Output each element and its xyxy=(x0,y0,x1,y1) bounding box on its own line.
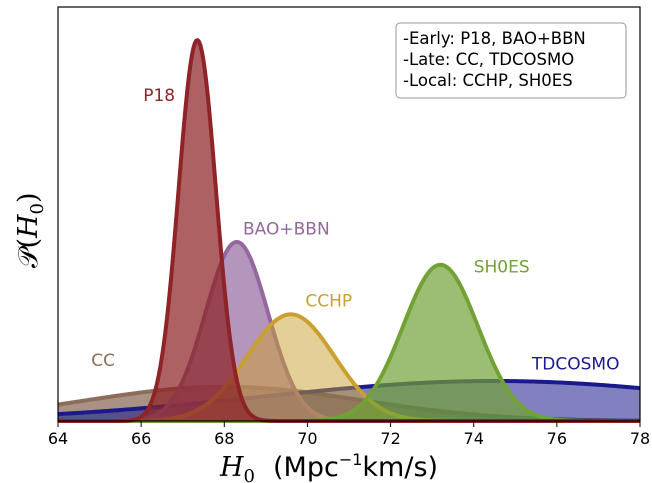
y-axis-variable: H xyxy=(13,214,44,239)
x-tick-label-78: 78 xyxy=(630,429,650,448)
legend-line-late: -Late: CC, TDCOSMO xyxy=(403,50,574,69)
x-tick-label-64: 64 xyxy=(48,429,68,448)
legend-line-early: -Early: P18, BAO+BBN xyxy=(403,29,586,48)
curve-label-cchp: CCHP xyxy=(305,292,352,312)
x-axis-units-prefix: (Mpc xyxy=(273,452,339,483)
curve-label-cc: CC xyxy=(91,351,115,371)
plot-frame xyxy=(57,6,641,422)
legend-frame xyxy=(395,22,627,99)
y-axis-subscript: 0 xyxy=(27,203,48,214)
curve-labels: P18 BAO+BBN CCHP SH0ES TDCOSMO CC xyxy=(91,86,619,375)
curve-label-bao-bbn: BAO+BBN xyxy=(243,219,330,239)
x-tick-label-70: 70 xyxy=(297,429,317,448)
y-axis-symbol: 𝒫( xyxy=(13,238,44,268)
x-axis-symbol: H xyxy=(219,452,244,483)
series-fill-p18 xyxy=(58,40,640,422)
x-tick-label-66: 66 xyxy=(131,429,151,448)
x-tick-label-74: 74 xyxy=(464,429,484,448)
legend-line-local: -Local: CCHP, SH0ES xyxy=(403,71,573,90)
legend-box: -Early: P18, BAO+BBN -Late: CC, TDCOSMO … xyxy=(395,22,627,99)
x-tick-label-72: 72 xyxy=(380,429,400,448)
x-axis-units-suffix: km/s) xyxy=(362,452,438,483)
series-fill-cchp xyxy=(58,314,640,421)
curve-label-p18: P18 xyxy=(143,86,175,106)
x-tick-label-68: 68 xyxy=(214,429,234,448)
x-tick-label-76: 76 xyxy=(547,429,567,448)
x-axis-subscript: 0 xyxy=(244,466,255,483)
curve-label-sh0es: SH0ES xyxy=(474,257,530,277)
curve-label-tdcosmo: TDCOSMO xyxy=(531,355,620,375)
x-axis-ticks: 64 66 68 70 72 74 76 78 xyxy=(48,421,650,448)
series-fill-sh0es xyxy=(58,264,640,421)
y-axis-close: ) xyxy=(13,192,44,203)
y-axis-title: 𝒫(H0) xyxy=(13,192,48,268)
x-axis-title: H0 (Mpc−1km/s) xyxy=(219,450,438,483)
x-axis-units-exponent: −1 xyxy=(339,450,363,469)
